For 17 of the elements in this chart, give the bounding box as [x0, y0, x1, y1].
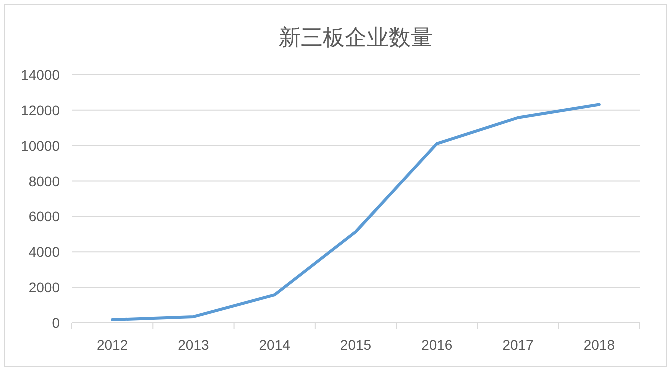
x-tick-label: 2014 [259, 337, 291, 353]
y-tick-label: 8000 [28, 173, 60, 190]
x-tick-label: 2015 [340, 337, 372, 353]
x-tick-label: 2018 [584, 337, 616, 353]
y-tick-label: 12000 [21, 102, 60, 118]
y-tick-label: 6000 [28, 208, 60, 225]
y-tick-label: 14000 [21, 67, 60, 83]
x-tick-label: 2016 [422, 337, 453, 353]
y-tick-label: 0 [52, 315, 60, 331]
y-tick-label: 2000 [28, 280, 60, 296]
x-tick-label: 2013 [178, 337, 210, 353]
chart-title: 新三板企业数量 [279, 25, 433, 50]
x-tick-label: 2012 [96, 337, 128, 353]
line-series [111, 103, 601, 322]
x-tick-label: 2017 [502, 337, 534, 353]
y-tick-label: 4000 [28, 244, 60, 260]
y-tick-label: 10000 [21, 138, 60, 154]
